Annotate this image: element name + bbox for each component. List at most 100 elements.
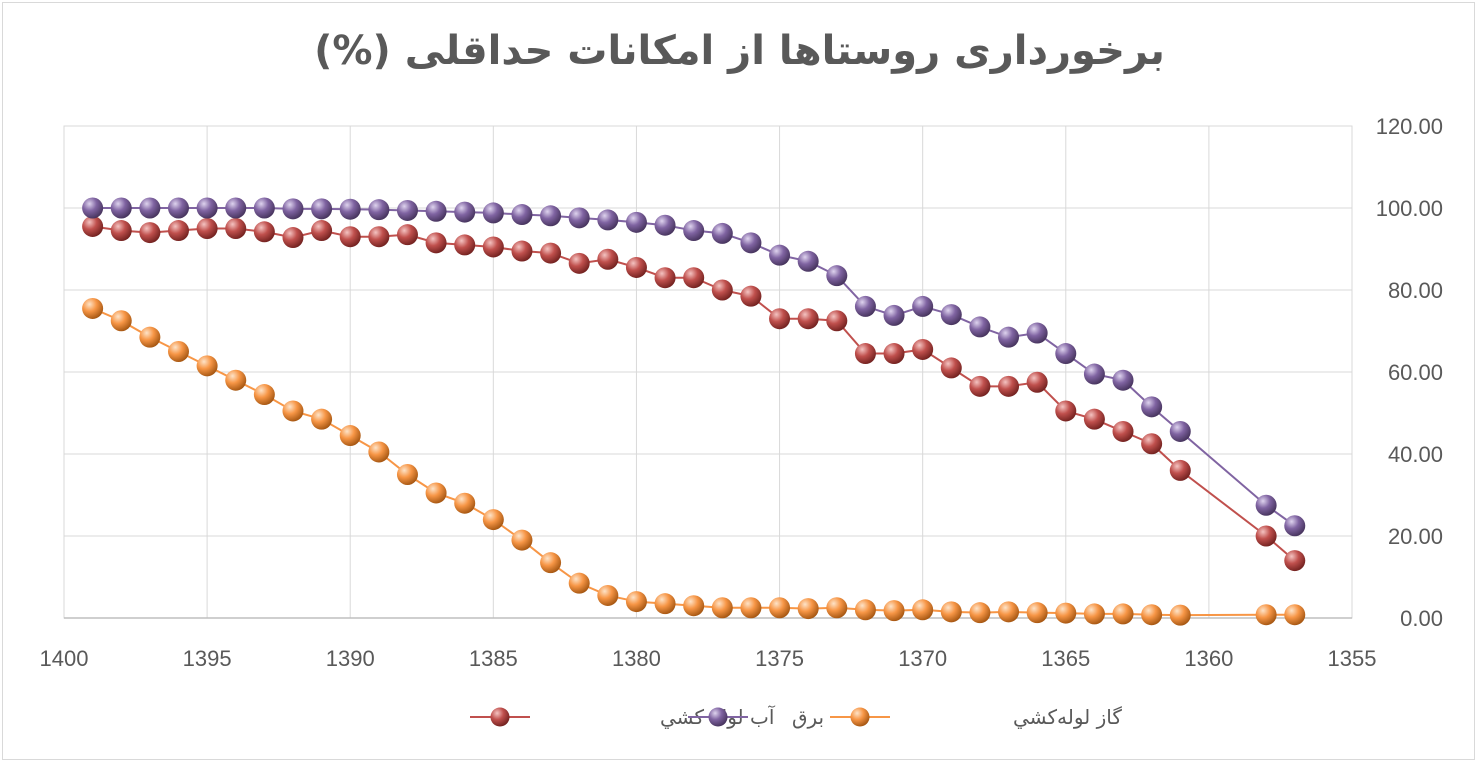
data-point bbox=[396, 199, 418, 221]
data-point bbox=[196, 197, 218, 219]
legend-marker bbox=[490, 707, 510, 727]
x-tick-label: 1355 bbox=[1328, 646, 1377, 671]
data-point bbox=[625, 256, 647, 278]
data-point bbox=[1026, 371, 1048, 393]
data-point bbox=[969, 375, 991, 397]
data-point bbox=[940, 601, 962, 623]
data-point bbox=[1055, 343, 1077, 365]
data-point bbox=[1141, 433, 1163, 455]
data-point bbox=[1255, 494, 1277, 516]
data-point bbox=[1141, 604, 1163, 626]
data-point bbox=[425, 482, 447, 504]
series-2 bbox=[82, 297, 1306, 626]
data-point bbox=[368, 226, 390, 248]
x-tick-label: 1380 bbox=[612, 646, 661, 671]
data-point bbox=[282, 198, 304, 220]
data-point bbox=[1284, 550, 1306, 572]
data-point bbox=[769, 308, 791, 330]
data-point bbox=[625, 591, 647, 613]
series-1 bbox=[82, 197, 1306, 537]
data-point bbox=[482, 236, 504, 258]
data-point bbox=[139, 222, 161, 244]
data-point bbox=[568, 252, 590, 274]
x-tick-label: 1395 bbox=[183, 646, 232, 671]
data-point bbox=[912, 599, 934, 621]
y-tick-label: 20.00 bbox=[1388, 524, 1443, 549]
data-point bbox=[368, 441, 390, 463]
data-point bbox=[167, 220, 189, 242]
series-line bbox=[92, 207, 1296, 527]
data-point bbox=[311, 220, 333, 242]
data-point bbox=[454, 492, 476, 514]
chart-title: برخورداری روستاها از امکانات حداقلی (%) bbox=[314, 28, 1165, 74]
data-point bbox=[854, 599, 876, 621]
data-point bbox=[597, 584, 619, 606]
legend-marker bbox=[850, 707, 870, 727]
data-point bbox=[683, 267, 705, 289]
data-point bbox=[769, 597, 791, 619]
data-point bbox=[1026, 602, 1048, 624]
data-point bbox=[969, 602, 991, 624]
data-point bbox=[683, 220, 705, 242]
data-point bbox=[82, 297, 104, 319]
data-point bbox=[740, 285, 762, 307]
x-tick-label: 1370 bbox=[898, 646, 947, 671]
data-point bbox=[1141, 396, 1163, 418]
data-point bbox=[253, 221, 275, 243]
data-point bbox=[797, 598, 819, 620]
legend-label: گاز لوله‌کشي bbox=[1013, 705, 1122, 730]
data-point bbox=[912, 338, 934, 360]
data-point bbox=[511, 240, 533, 262]
data-point bbox=[1284, 515, 1306, 537]
y-tick-label: 40.00 bbox=[1388, 442, 1443, 467]
data-point bbox=[654, 593, 676, 615]
data-point bbox=[1169, 420, 1191, 442]
data-point bbox=[1112, 603, 1134, 625]
data-point bbox=[654, 214, 676, 236]
data-point bbox=[511, 529, 533, 551]
data-point bbox=[826, 265, 848, 287]
legend-item-2: گاز لوله‌کشي bbox=[830, 705, 1122, 730]
data-point bbox=[339, 226, 361, 248]
data-point bbox=[225, 369, 247, 391]
x-tick-label: 1400 bbox=[40, 646, 89, 671]
data-point bbox=[940, 357, 962, 379]
data-point bbox=[1255, 525, 1277, 547]
data-point bbox=[511, 204, 533, 226]
gridlines bbox=[63, 125, 1353, 619]
y-tick-label: 120.00 bbox=[1376, 114, 1443, 139]
series-line bbox=[92, 307, 1295, 617]
data-point bbox=[711, 597, 733, 619]
data-point bbox=[625, 211, 647, 233]
data-point bbox=[110, 310, 132, 332]
data-point bbox=[253, 197, 275, 219]
x-tick-label: 1365 bbox=[1041, 646, 1090, 671]
data-point bbox=[454, 234, 476, 256]
legend-marker bbox=[708, 707, 728, 727]
data-point bbox=[1083, 603, 1105, 625]
data-point bbox=[854, 343, 876, 365]
data-point bbox=[282, 227, 304, 249]
data-point bbox=[1169, 604, 1191, 626]
data-point bbox=[82, 197, 104, 219]
data-point bbox=[740, 597, 762, 619]
data-point bbox=[711, 279, 733, 301]
data-point bbox=[597, 209, 619, 231]
data-point bbox=[368, 199, 390, 221]
data-point bbox=[940, 304, 962, 326]
data-point bbox=[1083, 408, 1105, 430]
data-point bbox=[1284, 604, 1306, 626]
data-point bbox=[311, 198, 333, 220]
data-point bbox=[1112, 369, 1134, 391]
data-point bbox=[425, 232, 447, 254]
data-point bbox=[454, 201, 476, 223]
data-point bbox=[597, 248, 619, 270]
data-point bbox=[225, 218, 247, 239]
data-point bbox=[196, 355, 218, 377]
data-point bbox=[797, 308, 819, 330]
data-point bbox=[311, 408, 333, 430]
data-point bbox=[139, 197, 161, 219]
data-point bbox=[540, 552, 562, 574]
